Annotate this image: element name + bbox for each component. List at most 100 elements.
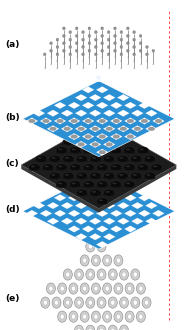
Ellipse shape: [151, 164, 162, 171]
Ellipse shape: [74, 325, 84, 330]
Ellipse shape: [103, 283, 112, 294]
Ellipse shape: [139, 42, 142, 45]
Ellipse shape: [97, 297, 106, 308]
Ellipse shape: [140, 148, 144, 150]
Ellipse shape: [83, 181, 94, 188]
Ellipse shape: [120, 31, 123, 34]
Polygon shape: [124, 102, 136, 109]
Polygon shape: [139, 102, 150, 109]
Ellipse shape: [74, 269, 84, 280]
Ellipse shape: [119, 174, 123, 176]
Ellipse shape: [112, 166, 116, 167]
Ellipse shape: [99, 148, 103, 150]
Ellipse shape: [116, 258, 120, 263]
Ellipse shape: [80, 283, 89, 294]
Polygon shape: [68, 194, 80, 201]
Ellipse shape: [75, 49, 78, 52]
Ellipse shape: [106, 143, 112, 146]
Ellipse shape: [70, 150, 81, 154]
Ellipse shape: [127, 27, 129, 30]
Ellipse shape: [88, 27, 91, 30]
Ellipse shape: [83, 167, 94, 171]
Polygon shape: [96, 102, 108, 109]
Ellipse shape: [97, 164, 108, 171]
Ellipse shape: [128, 314, 132, 319]
Ellipse shape: [100, 300, 104, 305]
Ellipse shape: [70, 181, 81, 188]
Ellipse shape: [103, 155, 115, 162]
Ellipse shape: [76, 138, 88, 146]
Ellipse shape: [80, 311, 89, 322]
Polygon shape: [68, 102, 80, 109]
Ellipse shape: [111, 272, 115, 277]
Ellipse shape: [134, 127, 141, 131]
Ellipse shape: [58, 148, 62, 150]
Polygon shape: [124, 194, 136, 201]
Ellipse shape: [90, 176, 101, 179]
Ellipse shape: [125, 311, 134, 322]
Polygon shape: [89, 187, 101, 193]
Polygon shape: [96, 133, 108, 140]
Text: (b): (b): [6, 113, 20, 122]
Ellipse shape: [71, 314, 75, 319]
Ellipse shape: [107, 31, 110, 34]
Ellipse shape: [97, 325, 106, 330]
Polygon shape: [54, 194, 66, 201]
Polygon shape: [68, 133, 80, 140]
Text: (d): (d): [6, 205, 20, 214]
Ellipse shape: [70, 147, 81, 154]
Ellipse shape: [133, 46, 135, 49]
Ellipse shape: [144, 155, 155, 162]
Ellipse shape: [83, 130, 94, 137]
Ellipse shape: [49, 176, 60, 179]
Ellipse shape: [78, 174, 82, 176]
Polygon shape: [103, 187, 115, 193]
Ellipse shape: [103, 193, 115, 196]
Ellipse shape: [57, 119, 63, 123]
Ellipse shape: [49, 159, 60, 162]
Ellipse shape: [91, 311, 100, 322]
Ellipse shape: [108, 297, 117, 308]
Ellipse shape: [114, 49, 116, 52]
Ellipse shape: [63, 159, 74, 162]
Ellipse shape: [127, 34, 129, 37]
Ellipse shape: [127, 49, 129, 52]
Ellipse shape: [124, 167, 135, 171]
Ellipse shape: [63, 269, 72, 280]
Ellipse shape: [69, 53, 72, 56]
Ellipse shape: [71, 135, 77, 138]
Ellipse shape: [76, 172, 88, 179]
Polygon shape: [153, 118, 164, 124]
Ellipse shape: [146, 174, 150, 176]
Ellipse shape: [63, 142, 74, 146]
Ellipse shape: [56, 46, 59, 49]
Polygon shape: [33, 202, 45, 209]
Ellipse shape: [83, 150, 94, 154]
Ellipse shape: [127, 42, 129, 45]
Polygon shape: [139, 210, 150, 217]
Polygon shape: [110, 118, 122, 124]
Ellipse shape: [77, 328, 81, 330]
Ellipse shape: [144, 172, 155, 179]
Polygon shape: [40, 210, 52, 217]
Ellipse shape: [133, 38, 135, 41]
Ellipse shape: [75, 34, 78, 37]
Ellipse shape: [119, 140, 123, 142]
Ellipse shape: [117, 142, 128, 146]
Ellipse shape: [88, 272, 92, 277]
Ellipse shape: [55, 300, 59, 305]
Polygon shape: [110, 226, 122, 232]
Polygon shape: [82, 226, 94, 232]
Ellipse shape: [113, 119, 120, 123]
Ellipse shape: [97, 198, 108, 205]
Ellipse shape: [90, 193, 101, 196]
Ellipse shape: [151, 167, 162, 171]
Ellipse shape: [75, 42, 78, 45]
Polygon shape: [139, 194, 150, 201]
Ellipse shape: [56, 167, 67, 171]
Ellipse shape: [133, 157, 137, 159]
Ellipse shape: [56, 164, 67, 171]
Ellipse shape: [56, 181, 67, 188]
Ellipse shape: [122, 300, 126, 305]
Ellipse shape: [100, 272, 104, 277]
